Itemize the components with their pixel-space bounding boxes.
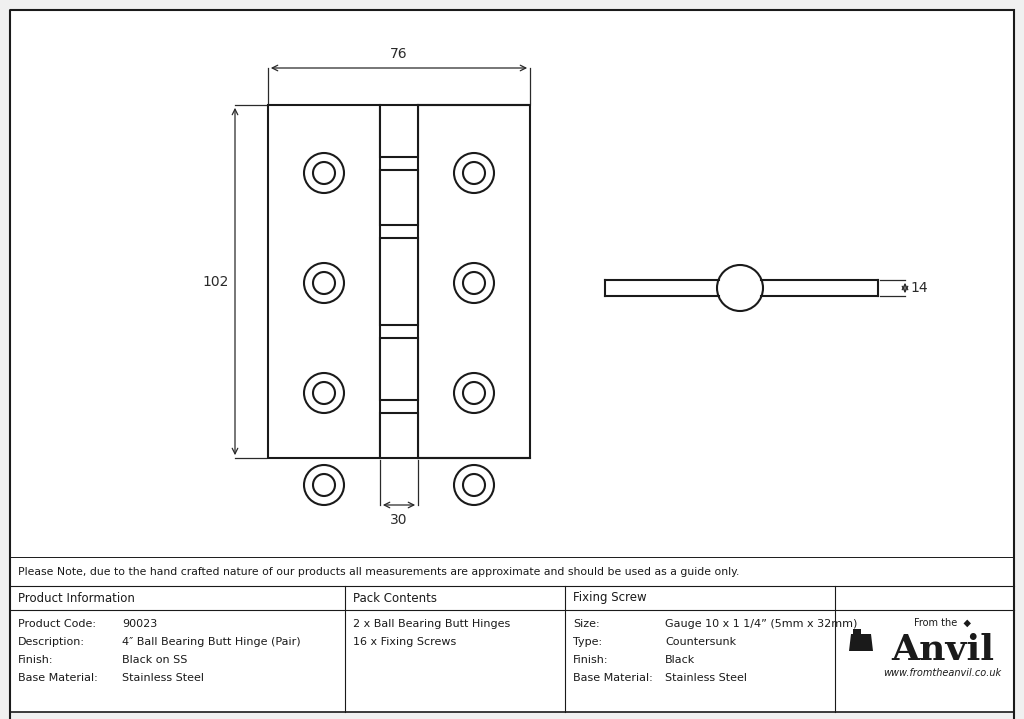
Text: From the  ◆: From the ◆ bbox=[914, 618, 971, 628]
Text: Finish:: Finish: bbox=[573, 655, 608, 665]
Text: Finish:: Finish: bbox=[18, 655, 53, 665]
Text: Gauge 10 x 1 1/4” (5mm x 32mm): Gauge 10 x 1 1/4” (5mm x 32mm) bbox=[665, 619, 857, 629]
Text: Type:: Type: bbox=[573, 637, 602, 647]
Text: 30: 30 bbox=[390, 513, 408, 527]
Text: 2 x Ball Bearing Butt Hinges: 2 x Ball Bearing Butt Hinges bbox=[353, 619, 510, 629]
Text: Stainless Steel: Stainless Steel bbox=[665, 673, 746, 683]
Circle shape bbox=[454, 263, 494, 303]
Text: Countersunk: Countersunk bbox=[665, 637, 736, 647]
Circle shape bbox=[463, 272, 485, 294]
Text: Size:: Size: bbox=[573, 619, 600, 629]
Circle shape bbox=[313, 162, 335, 184]
Text: 76: 76 bbox=[390, 47, 408, 61]
Text: www.fromtheanvil.co.uk: www.fromtheanvil.co.uk bbox=[884, 668, 1001, 678]
Bar bbox=[10, 558, 1014, 586]
Circle shape bbox=[454, 465, 494, 505]
Text: Product Code:: Product Code: bbox=[18, 619, 96, 629]
Circle shape bbox=[304, 373, 344, 413]
Text: Base Material:: Base Material: bbox=[573, 673, 652, 683]
Bar bbox=[10, 10, 1014, 558]
Circle shape bbox=[313, 272, 335, 294]
Text: 14: 14 bbox=[910, 281, 928, 295]
Text: Pack Contents: Pack Contents bbox=[353, 592, 437, 605]
Text: Anvil: Anvil bbox=[891, 633, 994, 667]
Text: 90023: 90023 bbox=[122, 619, 158, 629]
Circle shape bbox=[463, 162, 485, 184]
Bar bbox=[380, 170, 418, 225]
Bar bbox=[10, 558, 1014, 712]
Text: Product Information: Product Information bbox=[18, 592, 135, 605]
Text: Base Material:: Base Material: bbox=[18, 673, 97, 683]
Bar bbox=[268, 105, 380, 458]
Bar bbox=[380, 413, 418, 458]
Circle shape bbox=[313, 382, 335, 404]
Polygon shape bbox=[849, 634, 873, 651]
Bar bbox=[380, 105, 418, 157]
Text: Description:: Description: bbox=[18, 637, 85, 647]
Circle shape bbox=[463, 382, 485, 404]
Text: Fixing Screw: Fixing Screw bbox=[573, 592, 646, 605]
Circle shape bbox=[313, 474, 335, 496]
Circle shape bbox=[454, 153, 494, 193]
Circle shape bbox=[304, 153, 344, 193]
Circle shape bbox=[304, 263, 344, 303]
Bar bbox=[380, 238, 418, 325]
Text: Stainless Steel: Stainless Steel bbox=[122, 673, 204, 683]
Circle shape bbox=[463, 474, 485, 496]
Circle shape bbox=[454, 373, 494, 413]
Text: Please Note, due to the hand crafted nature of our products all measurements are: Please Note, due to the hand crafted nat… bbox=[18, 567, 739, 577]
Text: Black: Black bbox=[665, 655, 695, 665]
Text: 16 x Fixing Screws: 16 x Fixing Screws bbox=[353, 637, 457, 647]
Circle shape bbox=[717, 265, 763, 311]
Text: Black on SS: Black on SS bbox=[122, 655, 187, 665]
Bar bbox=[380, 338, 418, 400]
Circle shape bbox=[304, 465, 344, 505]
Bar bbox=[853, 629, 861, 634]
Text: 102: 102 bbox=[203, 275, 229, 288]
Bar bbox=[418, 105, 530, 458]
Text: 4″ Ball Bearing Butt Hinge (Pair): 4″ Ball Bearing Butt Hinge (Pair) bbox=[122, 637, 301, 647]
